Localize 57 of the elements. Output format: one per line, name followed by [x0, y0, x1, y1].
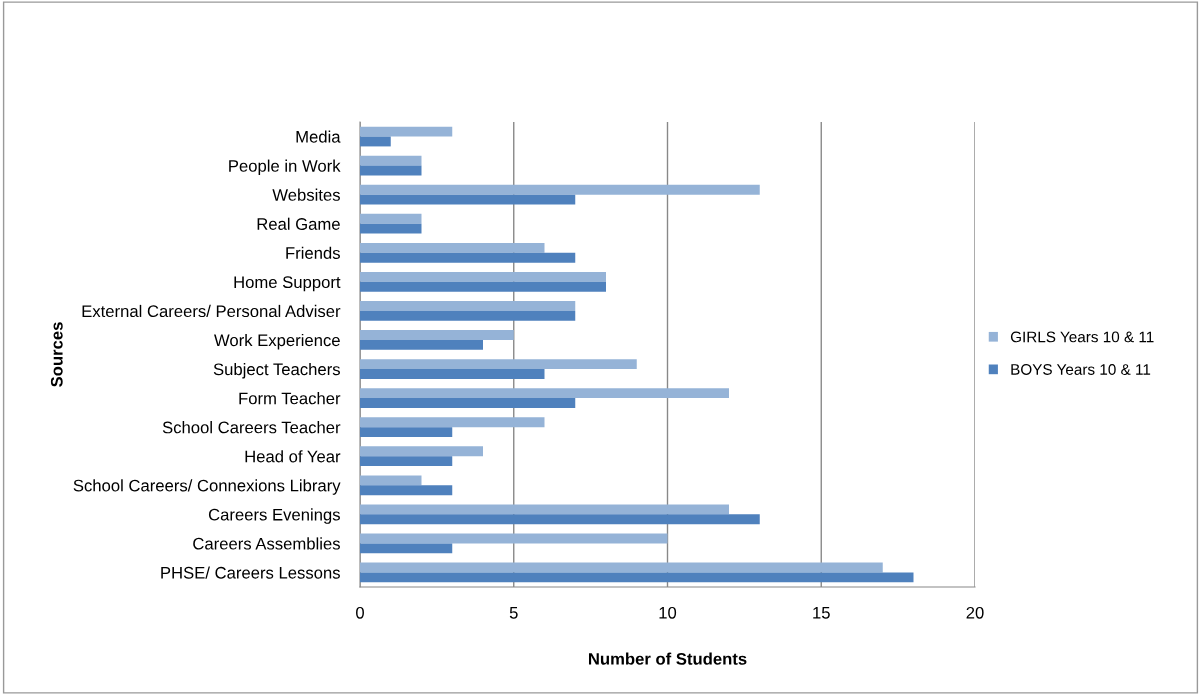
y-tick-label: Media	[296, 130, 341, 143]
y-tick-label: Websites	[272, 188, 340, 201]
bar	[360, 398, 576, 408]
bar	[360, 446, 483, 457]
y-tick-label: Subject Teachers	[213, 362, 340, 379]
y-tick-label: Form Teacher	[239, 392, 341, 405]
bar	[360, 213, 422, 224]
y-tick-label: PHSE/ Careers Lessons	[161, 566, 340, 579]
bar	[360, 136, 391, 147]
x-tick-label: 0	[356, 606, 364, 619]
bar	[360, 301, 576, 311]
bar	[360, 223, 422, 234]
y-tick-label: Home Support	[234, 276, 341, 292]
bar	[360, 165, 422, 176]
bar	[360, 359, 637, 370]
bar	[360, 533, 668, 544]
bar	[360, 504, 729, 515]
bar	[360, 155, 422, 166]
bar	[360, 369, 545, 379]
x-tick-label: 20	[966, 606, 984, 619]
legend-label: BOYS Years 10 & 11	[1011, 364, 1151, 375]
bar	[360, 184, 760, 195]
y-tick-label: Careers Assemblies	[193, 537, 340, 550]
x-tick-label: 15	[813, 607, 830, 619]
bar	[360, 330, 514, 340]
bar	[360, 427, 453, 438]
y-tick-label: School Careers Teacher	[162, 421, 341, 434]
y-tick-label: School Careers/ Connexions Library	[73, 479, 341, 495]
x-tick-label: 5	[509, 607, 518, 619]
y-tick-label: Careers Evenings	[208, 508, 340, 524]
bar	[360, 281, 606, 292]
y-tick-label: Real Game	[257, 217, 340, 230]
bar	[360, 194, 576, 205]
y-tick-label: Friends	[286, 246, 340, 259]
bar	[360, 543, 453, 554]
bar	[360, 417, 545, 428]
bar	[360, 252, 576, 263]
legend-label: GIRLS Years 10 & 11	[1010, 331, 1154, 343]
y-tick-label: Head of Year	[245, 450, 341, 463]
x-axis-title: Number of Students	[588, 652, 747, 665]
y-tick-label: External Careers/ Personal Adviser	[82, 304, 341, 318]
bar	[360, 485, 453, 496]
bar	[360, 242, 545, 253]
bar	[360, 126, 453, 137]
bar	[360, 339, 483, 350]
bar	[360, 271, 606, 282]
bar	[360, 514, 760, 525]
y-tick-label: People in Work	[229, 159, 341, 176]
bar	[360, 310, 576, 321]
bar	[360, 475, 422, 486]
bar	[360, 456, 453, 467]
bar	[360, 562, 883, 573]
bar	[360, 572, 914, 583]
x-tick-label: 10	[659, 606, 677, 619]
y-axis-title: Sources	[50, 322, 63, 387]
bar	[360, 388, 729, 399]
y-tick-label: Work Experience	[214, 333, 340, 350]
